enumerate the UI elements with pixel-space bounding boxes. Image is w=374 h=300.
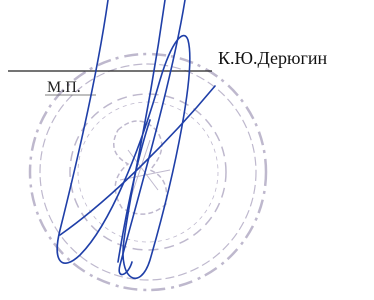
document-fragment: К.Ю.Дерюгин М.П. bbox=[0, 0, 374, 300]
seal-label: М.П. bbox=[47, 79, 81, 96]
page: К.Ю.Дерюгин М.П. (() => { const data = J… bbox=[0, 0, 374, 300]
handwritten-signature bbox=[57, 0, 215, 278]
signer-name: К.Ю.Дерюгин bbox=[218, 48, 327, 68]
